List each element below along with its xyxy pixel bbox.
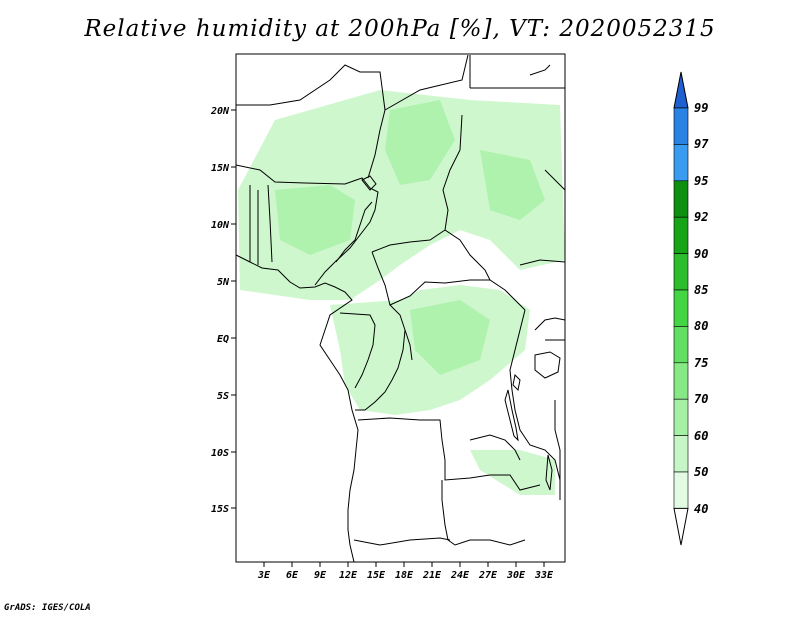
lat-tick-5N: 5N bbox=[217, 277, 230, 288]
colorbar-label-92: 92 bbox=[694, 210, 708, 224]
lake-victoria bbox=[534, 351, 561, 379]
border-ethiopia bbox=[519, 169, 566, 266]
colorbar-label-90: 90 bbox=[694, 247, 708, 261]
border-cameroon bbox=[335, 201, 376, 389]
colorbar-label-70: 70 bbox=[694, 392, 708, 406]
lat-tick-5S: 5S bbox=[217, 391, 229, 402]
humidity-area-chad bbox=[385, 100, 455, 185]
colorbar-label-95: 95 bbox=[694, 174, 708, 188]
lake-malawi bbox=[545, 454, 553, 491]
lat-tick-10S: 10S bbox=[211, 448, 229, 459]
colorbar-label-50: 50 bbox=[694, 465, 708, 479]
border-uganda-kenya bbox=[534, 317, 566, 341]
colorbar-label-99: 99 bbox=[694, 101, 708, 115]
colorbar-bottom-arrow bbox=[673, 507, 689, 546]
colorbar-label-40: 40 bbox=[694, 502, 708, 516]
border-nigeria-benin bbox=[267, 184, 273, 263]
lon-tick-30E: 30E bbox=[506, 570, 526, 581]
lon-tick-15E: 15E bbox=[367, 570, 386, 581]
lon-tick-33E: 33E bbox=[534, 570, 554, 581]
border-north bbox=[236, 64, 386, 179]
lon-axis bbox=[263, 562, 545, 567]
lat-tick-EQ: EQ bbox=[217, 334, 229, 345]
colorbar-segment-92 bbox=[673, 216, 689, 254]
lake-tanganyika bbox=[504, 389, 519, 442]
border-libya-chad bbox=[384, 54, 469, 111]
lake-chad bbox=[361, 175, 377, 191]
border-angola-zambia bbox=[441, 480, 526, 546]
border-tanzania bbox=[554, 400, 561, 500]
lat-tick-20N: 20N bbox=[210, 106, 230, 117]
river-sangha bbox=[404, 329, 413, 361]
grads-credit: GrADS: IGES/COLA bbox=[4, 603, 91, 613]
lat-tick-15N: 15N bbox=[211, 163, 230, 174]
colorbar: 99 97 95 92 90 85 80 75 70 60 50 40 bbox=[673, 71, 709, 546]
colorbar-segment-99 bbox=[673, 107, 689, 145]
lon-tick-24E: 24E bbox=[450, 570, 470, 581]
humidity-area-congo bbox=[410, 300, 490, 375]
colorbar-segment-50 bbox=[673, 471, 689, 509]
humidity-shading-dense bbox=[275, 100, 545, 375]
lat-tick-15S: 15S bbox=[211, 504, 229, 515]
colorbar-label-85: 85 bbox=[694, 283, 708, 297]
border-ghana-togo bbox=[249, 185, 259, 265]
lake-kivu bbox=[512, 373, 521, 392]
lon-tick-9E: 9E bbox=[314, 570, 327, 581]
colorbar-label-60: 60 bbox=[694, 429, 708, 443]
colorbar-segment-97 bbox=[673, 144, 689, 182]
border-chad-sudan bbox=[442, 114, 491, 281]
border-sudan-ssudan bbox=[469, 55, 565, 89]
border-drc-south bbox=[357, 417, 541, 491]
lon-tick-6E: 6E bbox=[286, 570, 299, 581]
colorbar-segment-85 bbox=[673, 289, 689, 327]
colorbar-label-97: 97 bbox=[694, 137, 709, 151]
colorbar-segment-80 bbox=[673, 326, 689, 364]
coastline-west bbox=[235, 254, 359, 563]
lon-tick-12E: 12E bbox=[339, 570, 358, 581]
lon-tick-18E: 18E bbox=[395, 570, 414, 581]
border-zambia-congo bbox=[469, 434, 521, 461]
chart-title: Relative humidity at 200hPa [%], VT: 202… bbox=[84, 16, 716, 42]
humidity-area-eastern bbox=[480, 150, 545, 220]
humidity-area-nigeria bbox=[275, 185, 355, 255]
lat-axis bbox=[231, 109, 236, 509]
colorbar-segment-75 bbox=[673, 362, 689, 400]
colorbar-segment-95 bbox=[673, 180, 689, 218]
lon-tick-3E: 3E bbox=[257, 570, 271, 581]
colorbar-top-arrow bbox=[673, 71, 689, 109]
map-frame bbox=[235, 53, 566, 563]
coast-arabia bbox=[529, 64, 551, 76]
border-congo bbox=[355, 304, 406, 411]
lon-tick-21E: 21E bbox=[422, 570, 442, 581]
border-namibia bbox=[353, 537, 451, 546]
colorbar-segment-70 bbox=[673, 398, 689, 436]
colorbar-label-75: 75 bbox=[694, 356, 708, 370]
colorbar-label-80: 80 bbox=[694, 319, 708, 333]
colorbar-segment-60 bbox=[673, 435, 689, 473]
humidity-area-south bbox=[470, 450, 555, 495]
lat-tick-10N: 10N bbox=[211, 220, 230, 231]
country-borders bbox=[235, 54, 566, 563]
border-east bbox=[509, 309, 561, 481]
lon-tick-27E: 27E bbox=[478, 570, 498, 581]
border-car bbox=[371, 229, 526, 311]
colorbar-segment-90 bbox=[673, 253, 689, 291]
